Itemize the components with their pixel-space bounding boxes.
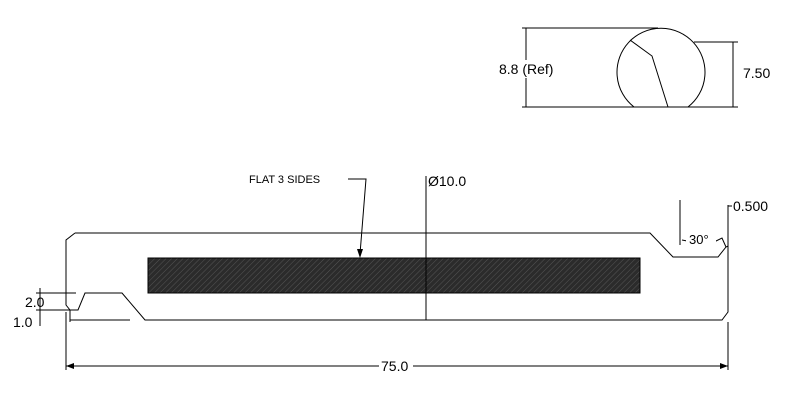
flat-note-leader bbox=[348, 178, 367, 255]
length-arrow-left bbox=[66, 363, 74, 369]
angle-label: 30° bbox=[689, 232, 709, 247]
part-outline bbox=[65, 232, 729, 321]
end-view-facet bbox=[629, 39, 669, 108]
ref-dimension-label: 8.8 (Ref) bbox=[499, 61, 553, 77]
length-label: 75.0 bbox=[381, 358, 408, 374]
diameter-label: Ø10.0 bbox=[428, 173, 466, 189]
flat-dimension-label: 7.50 bbox=[743, 65, 770, 81]
flat-note-label: FLAT 3 SIDES bbox=[249, 174, 320, 186]
ref-dim-text-bg bbox=[496, 60, 564, 78]
chamfer-label: 0.500 bbox=[733, 198, 768, 214]
arrowheads bbox=[66, 249, 728, 369]
left-step-label: 1.0 bbox=[13, 314, 33, 330]
flat-dim-text-bg bbox=[740, 64, 780, 82]
length-label-bg bbox=[379, 358, 413, 374]
flat-note-arrowhead bbox=[357, 249, 363, 258]
angle-leader bbox=[713, 237, 727, 248]
end-view-profile bbox=[616, 27, 706, 108]
flat-band-hatch bbox=[147, 257, 641, 294]
length-arrow-right bbox=[720, 363, 728, 369]
angle-label-bg bbox=[686, 230, 716, 246]
left-depth-label: 2.0 bbox=[25, 294, 45, 310]
